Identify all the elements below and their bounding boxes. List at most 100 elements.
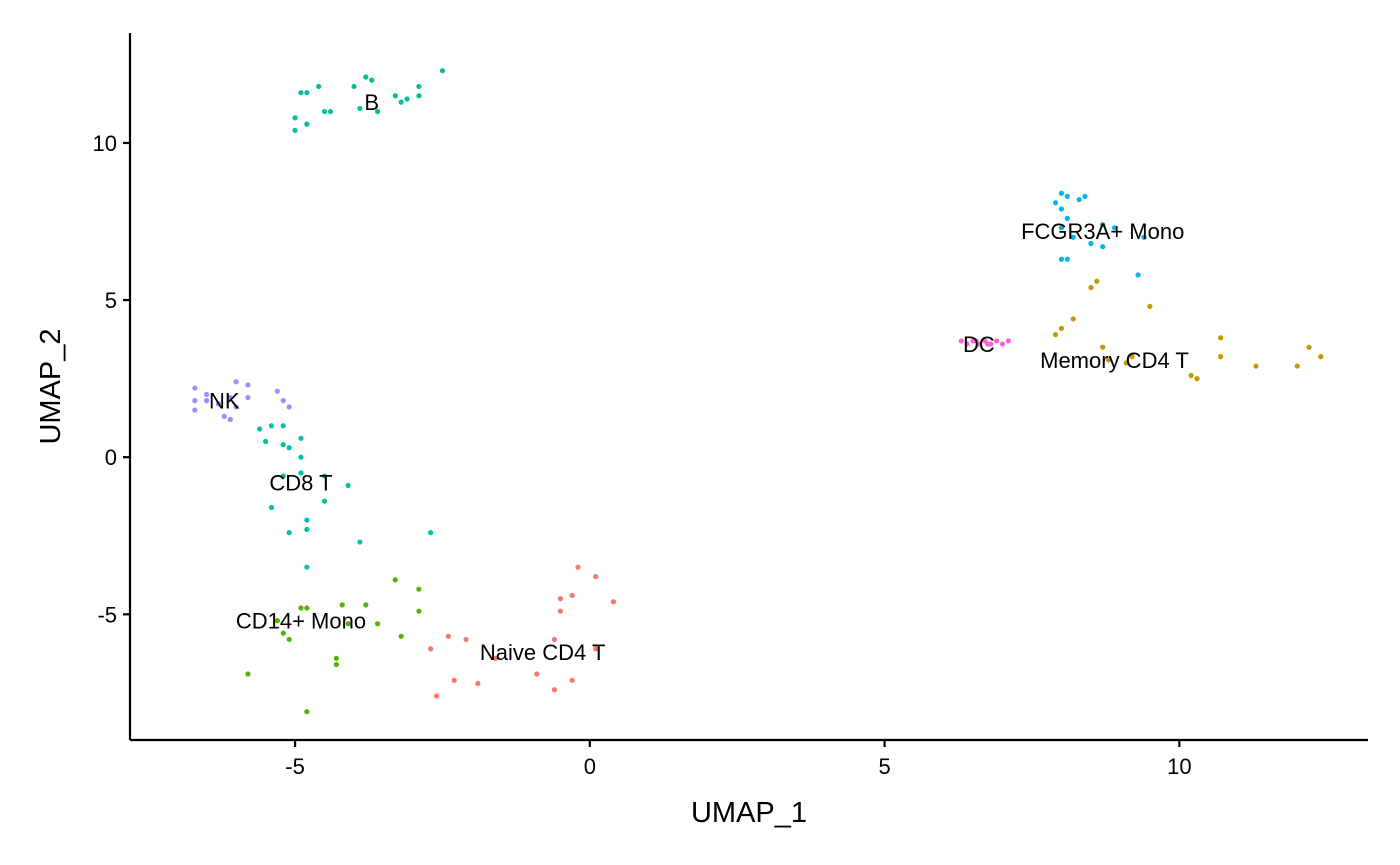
point-b bbox=[416, 93, 422, 99]
point-fcgr3a-mono bbox=[1088, 240, 1094, 247]
point-cd8-t bbox=[280, 473, 286, 479]
point-b bbox=[375, 108, 381, 115]
point-b bbox=[357, 105, 363, 112]
point-cd8-t bbox=[286, 445, 292, 451]
cluster-label-nk: NK bbox=[209, 389, 240, 414]
y-tick-label: -5 bbox=[97, 602, 117, 627]
point-memory-cd4-t bbox=[1318, 354, 1324, 360]
point-naive-cd4-t bbox=[445, 633, 451, 639]
point-nk bbox=[215, 401, 222, 407]
point-memory-cd4-t bbox=[1106, 357, 1112, 363]
point-dc bbox=[994, 338, 1000, 344]
point-cd8-t bbox=[304, 564, 310, 570]
point-naive-cd4-t bbox=[593, 574, 599, 580]
point-nk bbox=[280, 398, 286, 404]
point-memory-cd4-t bbox=[1218, 354, 1224, 360]
point-cd14-mono bbox=[280, 630, 286, 636]
point-cd8-t bbox=[428, 530, 434, 536]
point-nk bbox=[233, 404, 239, 410]
point-memory-cd4-t bbox=[1253, 363, 1259, 369]
point-fcgr3a-mono bbox=[1082, 193, 1088, 199]
y-tick-label: 10 bbox=[93, 131, 117, 156]
x-tick-label: -5 bbox=[285, 754, 305, 779]
point-cd14-mono bbox=[304, 709, 310, 715]
y-axis-ticks: -5 0 5 10 bbox=[93, 131, 130, 627]
point-cd14-mono bbox=[416, 608, 422, 614]
points-layer bbox=[192, 68, 1324, 715]
point-fcgr3a-mono bbox=[1135, 272, 1141, 278]
point-fcgr3a-mono bbox=[1070, 234, 1076, 240]
point-cd8-t bbox=[357, 539, 363, 545]
point-cd8-t bbox=[298, 470, 304, 476]
point-cd8-t bbox=[304, 526, 310, 533]
point-dc bbox=[973, 338, 979, 344]
point-nk bbox=[192, 398, 198, 404]
point-cd8-t bbox=[280, 442, 286, 448]
y-axis-title: UMAP_2 bbox=[35, 328, 67, 444]
point-cd8-t bbox=[286, 530, 292, 536]
point-b bbox=[304, 121, 310, 127]
point-naive-cd4-t bbox=[557, 596, 563, 602]
point-memory-cd4-t bbox=[1218, 335, 1224, 341]
point-cd8-t bbox=[298, 454, 304, 460]
point-memory-cd4-t bbox=[1100, 344, 1106, 350]
point-b bbox=[298, 90, 304, 96]
point-memory-cd4-t bbox=[1123, 360, 1129, 366]
point-nk bbox=[192, 407, 198, 413]
cluster-label-memory-cd4-t: Memory CD4 T bbox=[1040, 348, 1189, 373]
point-fcgr3a-mono bbox=[1058, 225, 1065, 231]
point-fcgr3a-mono bbox=[1058, 190, 1065, 196]
point-memory-cd4-t bbox=[1088, 284, 1094, 291]
point-nk bbox=[221, 413, 227, 419]
point-cd8-t bbox=[262, 438, 269, 445]
point-cd14-mono bbox=[333, 655, 339, 661]
point-cd14-mono bbox=[363, 602, 369, 608]
x-axis-ticks: -5 0 5 10 bbox=[285, 740, 1192, 779]
point-cd8-t bbox=[298, 435, 304, 441]
point-nk bbox=[227, 394, 233, 401]
point-naive-cd4-t bbox=[428, 646, 434, 652]
point-memory-cd4-t bbox=[1052, 332, 1059, 338]
point-memory-cd4-t bbox=[1306, 344, 1312, 350]
cluster-label-dc: DC bbox=[963, 332, 995, 357]
point-nk bbox=[286, 404, 292, 410]
x-tick-label: 5 bbox=[878, 754, 890, 779]
point-naive-cd4-t bbox=[569, 677, 575, 683]
point-cd14-mono bbox=[345, 621, 351, 627]
point-b bbox=[292, 127, 298, 134]
point-nk bbox=[245, 394, 251, 401]
x-tick-label: 0 bbox=[584, 754, 596, 779]
point-b bbox=[416, 83, 422, 90]
y-tick-label: 5 bbox=[105, 288, 117, 313]
point-fcgr3a-mono bbox=[1141, 234, 1147, 240]
point-nk bbox=[204, 398, 210, 404]
point-fcgr3a-mono bbox=[1058, 256, 1065, 262]
point-cd14-mono bbox=[286, 636, 292, 643]
point-naive-cd4-t bbox=[610, 599, 617, 605]
point-memory-cd4-t bbox=[1194, 376, 1200, 382]
point-naive-cd4-t bbox=[492, 655, 499, 661]
point-memory-cd4-t bbox=[1294, 363, 1300, 369]
point-fcgr3a-mono bbox=[1064, 256, 1070, 262]
point-naive-cd4-t bbox=[551, 636, 558, 643]
point-cd8-t bbox=[268, 504, 275, 511]
point-b bbox=[439, 68, 446, 74]
point-dc bbox=[985, 341, 991, 347]
point-b bbox=[369, 77, 375, 83]
point-fcgr3a-mono bbox=[1100, 222, 1106, 228]
point-cd14-mono bbox=[392, 577, 398, 583]
point-b bbox=[363, 74, 369, 80]
point-fcgr3a-mono bbox=[1052, 200, 1059, 206]
point-cd14-mono bbox=[245, 671, 251, 677]
point-b bbox=[404, 96, 410, 102]
point-nk bbox=[245, 382, 251, 388]
point-b bbox=[351, 83, 357, 90]
point-cd14-mono bbox=[274, 617, 280, 624]
point-cd8-t bbox=[321, 498, 328, 504]
point-memory-cd4-t bbox=[1058, 325, 1065, 331]
point-naive-cd4-t bbox=[557, 608, 563, 614]
point-fcgr3a-mono bbox=[1058, 206, 1065, 212]
point-cd14-mono bbox=[333, 661, 339, 668]
point-b bbox=[398, 99, 404, 105]
point-naive-cd4-t bbox=[551, 687, 558, 693]
